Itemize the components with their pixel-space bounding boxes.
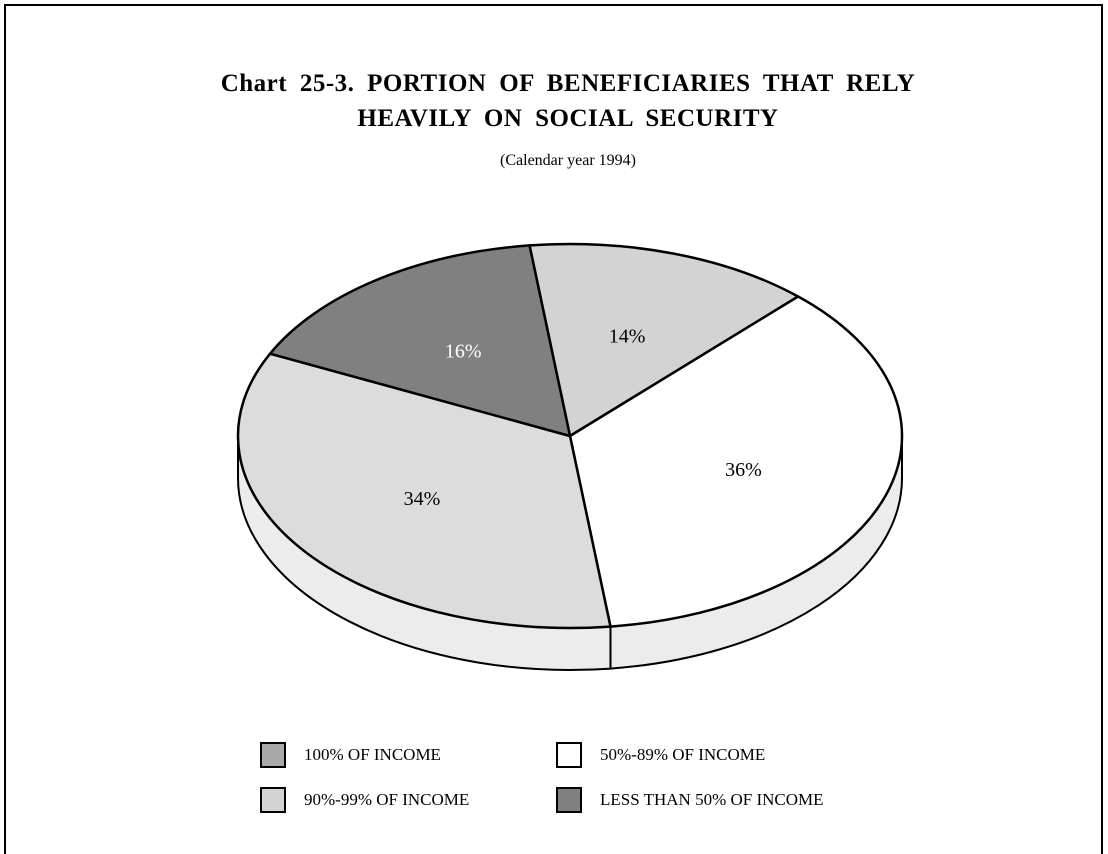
chart-title-line-1: Chart 25-3. PORTION OF BENEFICIARIES THA… xyxy=(220,70,916,97)
pie-slice-50-89-of-income xyxy=(568,295,904,628)
legend-swatch xyxy=(556,787,582,813)
chart-title-line-2: HEAVILY ON SOCIAL SECURITY xyxy=(357,105,779,132)
pie-slice-100-of-income xyxy=(528,242,800,438)
data-label-90-99-of-income: 34% xyxy=(404,488,441,510)
legend-item-100-percent: 100% OF INCOME xyxy=(260,742,441,768)
legend-label: LESS THAN 50% OF INCOME xyxy=(600,790,824,809)
data-label-less-than-50-of-income: 16% xyxy=(445,340,482,362)
pie-slice-less-than-50-of-income xyxy=(268,244,572,438)
legend-item-50-89-percent: 50%-89% OF INCOME xyxy=(556,742,765,768)
legend-label: 100% OF INCOME xyxy=(304,745,441,764)
legend-label: 90%-99% OF INCOME xyxy=(304,790,470,809)
legend-swatch xyxy=(260,787,286,813)
legend-item-less-than-50-percent: LESS THAN 50% OF INCOME xyxy=(556,787,824,813)
legend-item-90-99-percent: 90%-99% OF INCOME xyxy=(260,787,469,813)
legend-swatch xyxy=(260,742,286,768)
legend-label: 50%-89% OF INCOME xyxy=(600,745,766,764)
chart-subtitle: (Calendar year 1994) xyxy=(500,152,636,169)
legend-swatch xyxy=(556,742,582,768)
data-label-100-of-income: 14% xyxy=(609,326,646,348)
chart-frame xyxy=(4,4,1103,854)
data-label-50-89-of-income: 36% xyxy=(725,459,762,481)
